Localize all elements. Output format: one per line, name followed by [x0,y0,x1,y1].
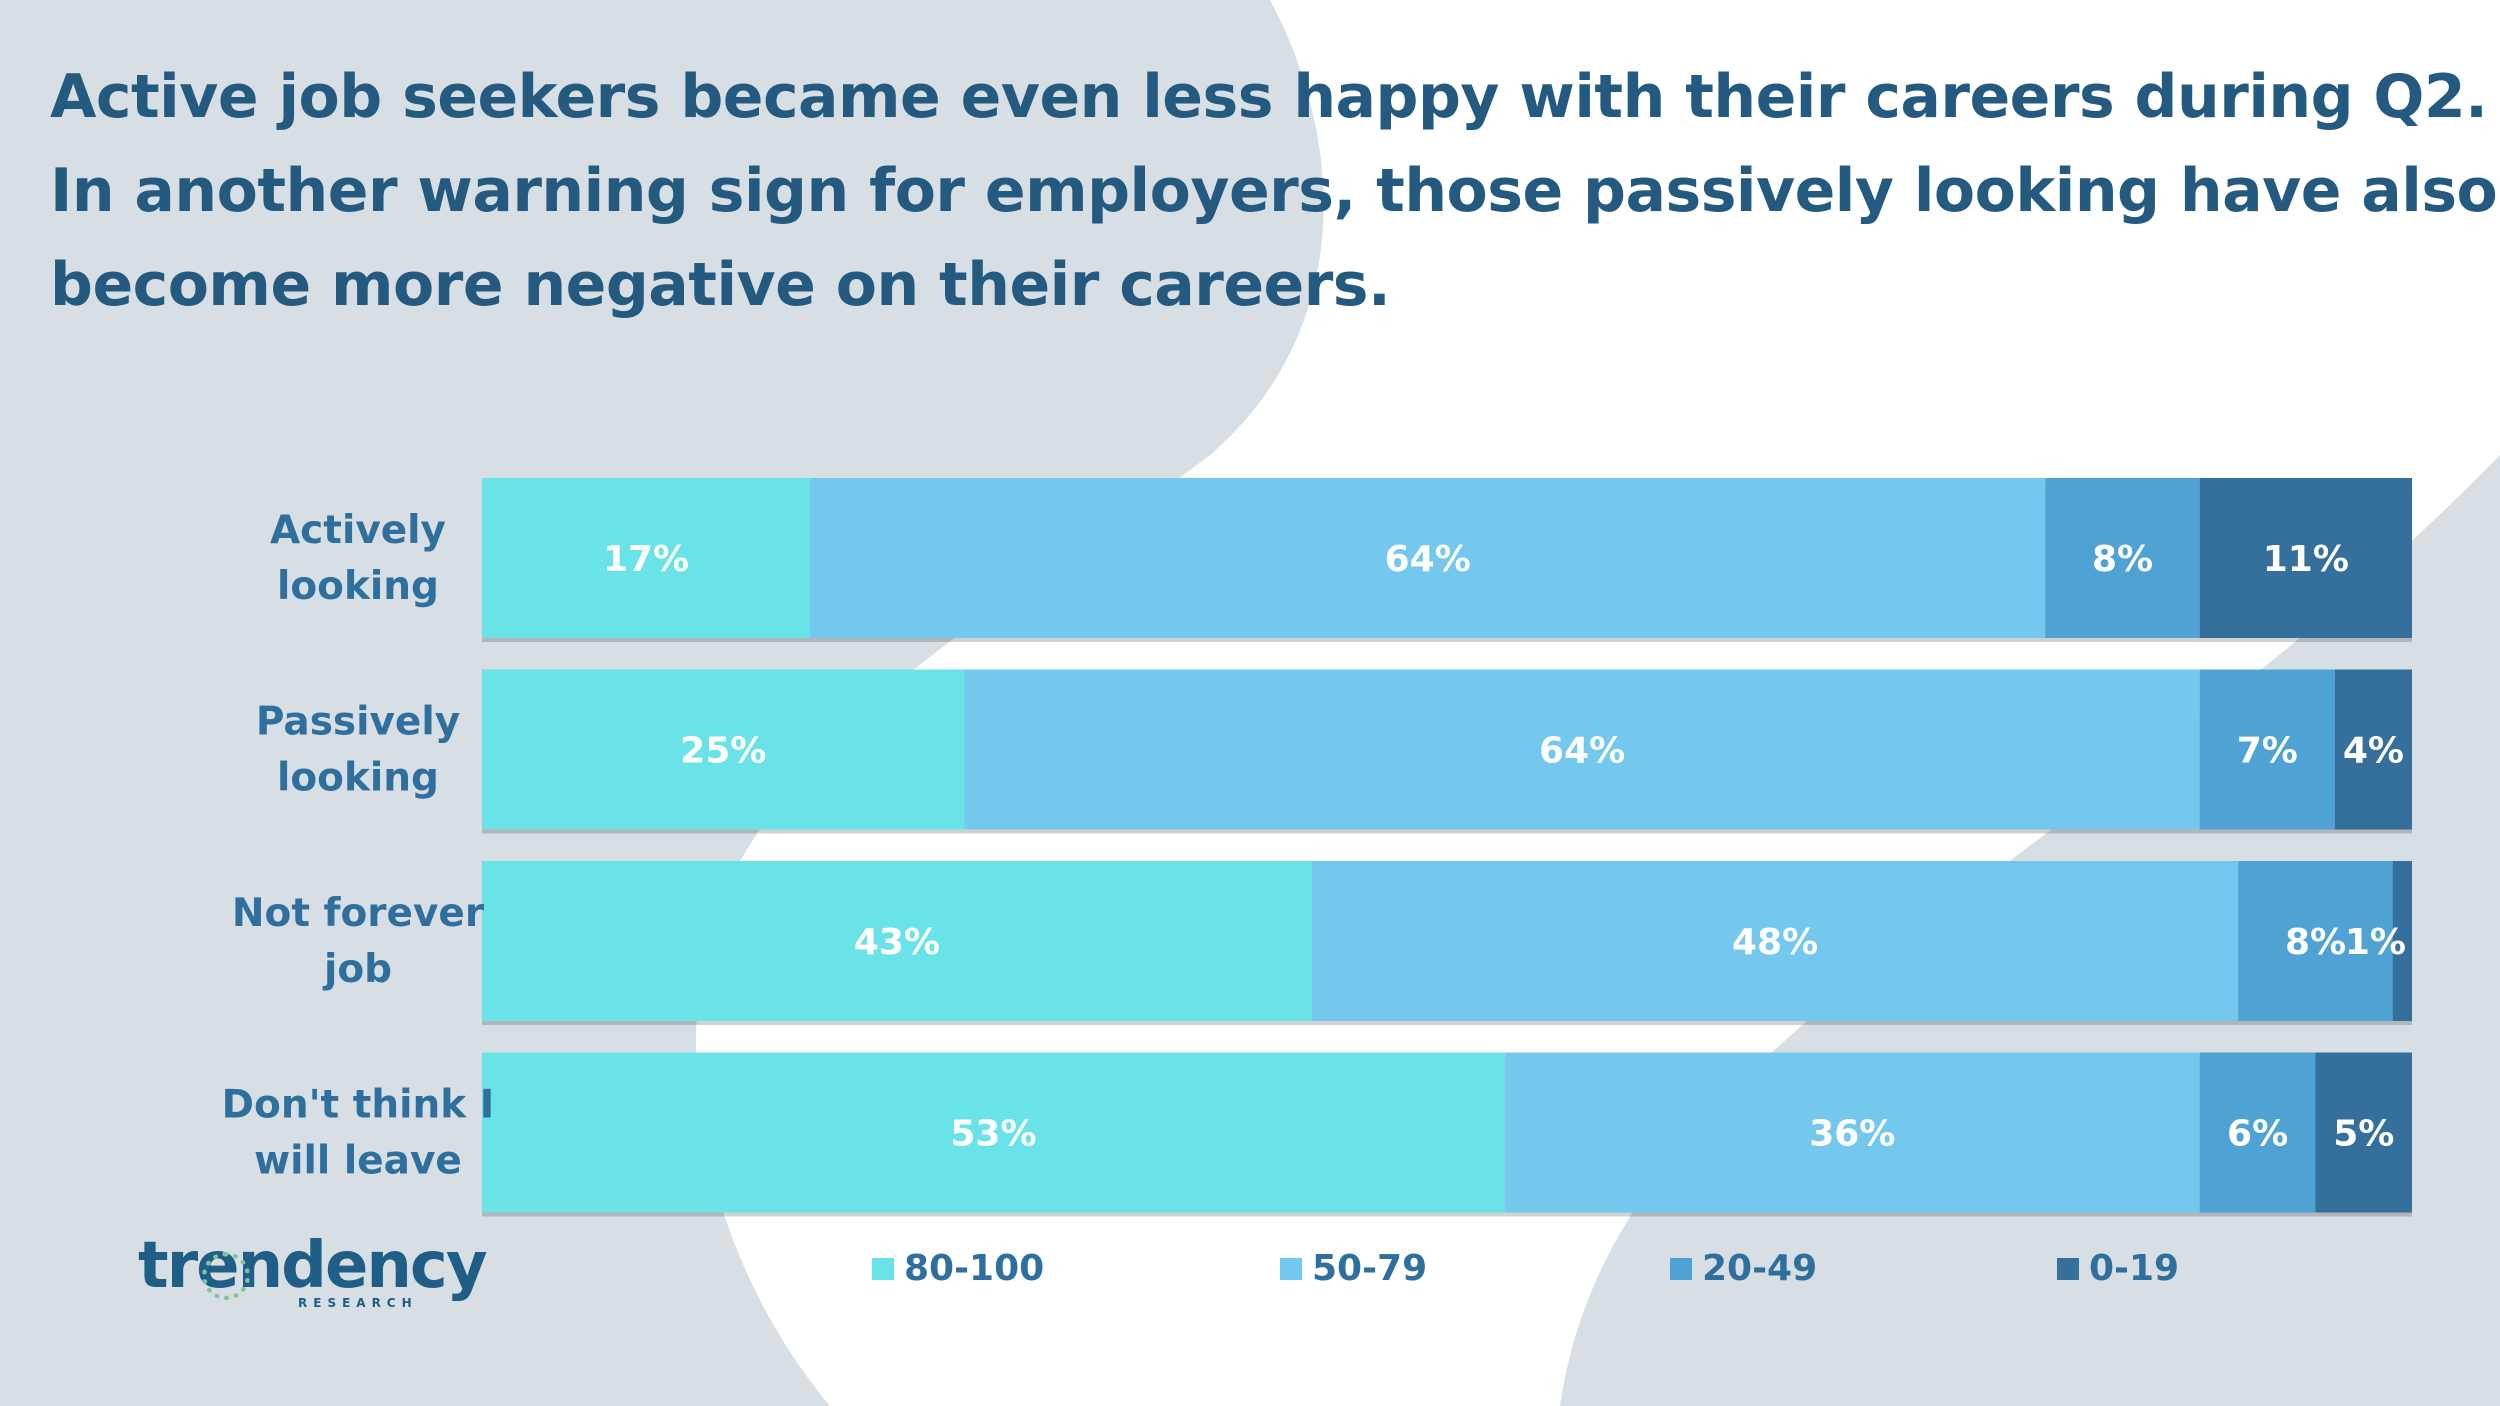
bar-segment-0-19 [2315,1052,2412,1213]
bar-segment-50-79 [1504,1052,2200,1213]
logo-dot-mark-icon [202,1252,250,1300]
category-label: Passively looking [256,700,460,801]
bar-segment-0-19 [2392,861,2412,1021]
bar-segment-80-100 [482,669,965,830]
headline-line-1: Active job seekers became even less happ… [50,62,2488,132]
legend-swatch [1670,1258,1692,1280]
legend-label: 80-100 [904,1248,1044,1289]
data-label: 48% [1732,922,1818,963]
bar-segment-50-79 [810,478,2046,638]
bar-segment-0-19 [2334,669,2412,830]
legend-label: 50-79 [1312,1248,1427,1289]
bar-segment-20-49 [2199,669,2335,830]
data-label: 4% [2343,731,2404,772]
data-label: 43% [854,922,940,963]
data-label: 6% [2227,1114,2288,1155]
logo-wordmark: trendency [138,1229,488,1303]
bar-segment-80-100 [482,861,1312,1021]
data-label: 64% [1539,731,1625,772]
bar-segment-0-19 [2199,478,2412,638]
bar-segment-20-49 [2238,861,2393,1021]
data-label: 17% [603,539,689,580]
data-label: 64% [1385,539,1471,580]
bar-segment-20-49 [2199,1052,2316,1213]
category-label: Actively looking [270,508,446,609]
headline-line-2: In another warning sign for employers, t… [50,156,2498,226]
bars-group: 17% 64% 8% 11%25% 64% 7% 4%43% 48% 8%1%53% 36% 6% 5… [482,478,2412,1217]
bar-segment-80-100 [482,478,811,638]
headline-line-3: become more negative on their careers. [50,250,1391,320]
legend-label: 20-49 [1702,1248,1817,1289]
bar-segment-20-49 [2045,478,2200,638]
bar-segment-50-79 [964,669,2200,830]
data-label: 8% [2092,539,2153,580]
data-label: 36% [1809,1114,1895,1155]
data-label: 25% [680,731,766,772]
trendency-logo: trendency RESEARCH [138,1230,488,1310]
data-label: 11% [2263,539,2349,580]
legend-swatch [2057,1258,2079,1280]
data-label: 1% [2345,922,2406,963]
data-label: 53% [950,1114,1036,1155]
bar-segment-50-79 [1311,861,2239,1021]
legend-swatch [1280,1258,1302,1280]
logo-subtitle: RESEARCH [298,1296,418,1310]
legend: 80-100 50-79 20-49 0-19 [872,1248,2179,1289]
category-labels-group: Actively looking Passively looking Not forev… [222,508,495,1184]
data-label: 5% [2333,1114,2394,1155]
category-label: Not forever job [232,891,485,992]
headline: Active job seekers became even less happ… [50,50,2498,332]
legend-swatch [872,1258,894,1280]
data-label: 8% [2285,922,2346,963]
legend-label: 0-19 [2089,1248,2179,1289]
data-label: 7% [2237,731,2298,772]
bar-segment-80-100 [482,1052,1505,1213]
